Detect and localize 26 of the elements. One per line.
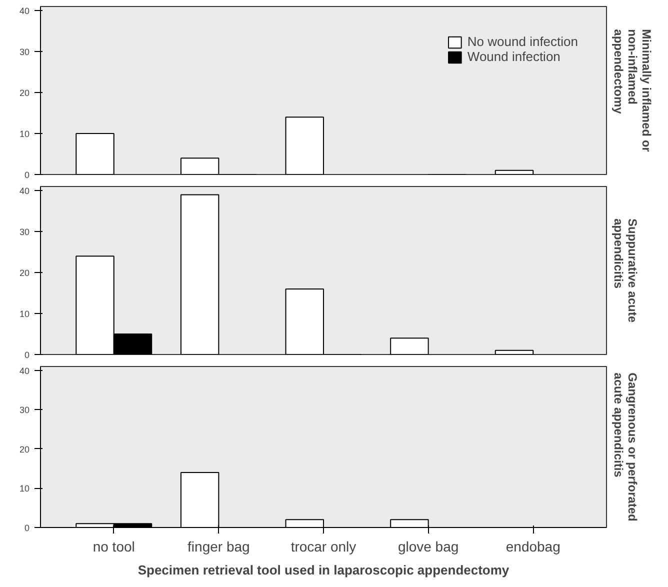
y-tick-label: 40 bbox=[19, 366, 30, 376]
x-tick-label: trocar only bbox=[290, 538, 356, 554]
y-tick-label: 0 bbox=[24, 350, 30, 360]
y-tick-label: 30 bbox=[19, 47, 30, 58]
y-tick-label: 10 bbox=[19, 484, 30, 494]
y-tick-label: 30 bbox=[19, 227, 30, 238]
y-tick-label: 40 bbox=[19, 6, 30, 16]
x-tick-label: glove bag bbox=[398, 538, 459, 554]
y-tick-label: 10 bbox=[19, 309, 30, 320]
y-tick-label: 10 bbox=[19, 129, 30, 140]
y-tick-label: 0 bbox=[24, 523, 30, 533]
text: Minimally inflamed or non-inflamed appendectomy bbox=[612, 29, 654, 152]
y-tick-label: 20 bbox=[19, 444, 30, 454]
y-tick-label: 20 bbox=[19, 88, 30, 98]
legend-label: Wound infection bbox=[467, 49, 560, 64]
text: Gangrenous or perforated acute appendicitis bbox=[612, 372, 640, 522]
x-axis-title: Specimen retrieval tool used in laparoscopic appendectomy bbox=[138, 562, 510, 578]
x-tick-label: no tool bbox=[92, 538, 135, 554]
y-tick-label: 30 bbox=[19, 405, 30, 416]
text: Suppurative acute appendicitis bbox=[612, 218, 640, 323]
x-tick-label: finger bag bbox=[188, 538, 250, 554]
y-tick-label: 20 bbox=[19, 268, 30, 278]
legend-label: No wound infection bbox=[467, 34, 578, 49]
y-tick-label: 0 bbox=[24, 170, 30, 180]
y-tick-label: 40 bbox=[19, 186, 30, 196]
x-tick-label: endobag bbox=[506, 538, 560, 554]
